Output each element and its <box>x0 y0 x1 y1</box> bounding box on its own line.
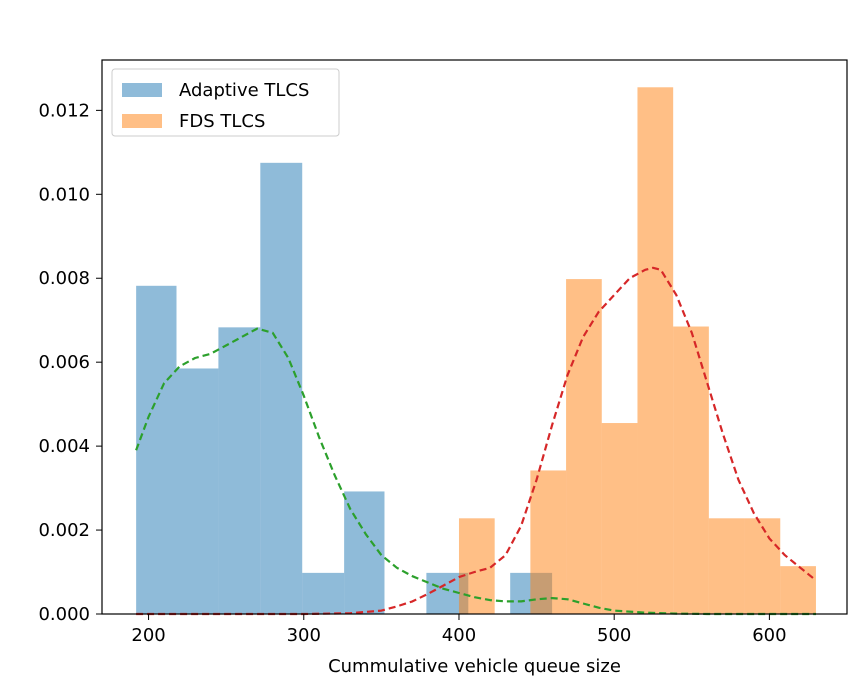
bars-layer <box>136 87 816 615</box>
y-tick-label-6: 0.012 <box>38 100 90 121</box>
legend-swatch-0 <box>122 83 162 97</box>
x-tick-label-2: 400 <box>442 625 476 646</box>
legend-box <box>111 68 340 137</box>
y-axis-ticks: 0.000 0.002 0.004 0.006 0.008 0.010 0.012 <box>38 100 102 625</box>
series-1-bars <box>458 87 816 615</box>
y-tick-label-1: 0.002 <box>38 520 90 541</box>
series-1-bar-9 <box>780 566 816 614</box>
series-1-bar-7 <box>708 518 745 614</box>
series-1-bar-5 <box>637 87 674 615</box>
y-tick-label-4: 0.008 <box>38 268 90 289</box>
x-axis-ticks: 200 300 400 500 600 <box>131 614 787 646</box>
series-1-bar-3 <box>566 279 602 614</box>
series-0-bars <box>136 162 553 615</box>
kde-curve-1 <box>136 266 817 616</box>
series-0-bar-1 <box>176 368 219 614</box>
legend-label-0: Adaptive TLCS <box>179 80 309 101</box>
series-1-bar-2 <box>530 470 567 614</box>
series-0-bar-0 <box>136 285 177 614</box>
x-tick-label-3: 500 <box>597 625 631 646</box>
series-0-bar-5 <box>344 491 385 614</box>
x-tick-label-4: 600 <box>752 625 786 646</box>
y-tick-label-0: 0.000 <box>38 604 90 625</box>
plot-frame <box>101 59 848 615</box>
legend-swatch-1 <box>122 114 162 128</box>
y-tick-label-2: 0.004 <box>38 436 90 457</box>
kde-curve-0 <box>135 327 816 616</box>
series-0-bar-3 <box>260 162 303 615</box>
x-axis-label: Cummulative vehicle queue size <box>328 656 621 677</box>
legend: Adaptive TLCS FDS TLCS <box>111 68 340 137</box>
series-0-bar-4 <box>302 572 345 614</box>
series-1-bar-4 <box>601 423 638 614</box>
series-1-bar-8 <box>744 518 781 614</box>
y-tick-label-5: 0.010 <box>38 184 90 205</box>
legend-label-1: FDS TLCS <box>179 111 265 132</box>
kde-layer <box>135 266 817 616</box>
y-tick-label-3: 0.006 <box>38 352 90 373</box>
x-tick-label-0: 200 <box>131 625 165 646</box>
series-1-bar-6 <box>673 326 709 614</box>
series-0-bar-2 <box>218 327 261 614</box>
x-tick-label-1: 300 <box>287 625 321 646</box>
